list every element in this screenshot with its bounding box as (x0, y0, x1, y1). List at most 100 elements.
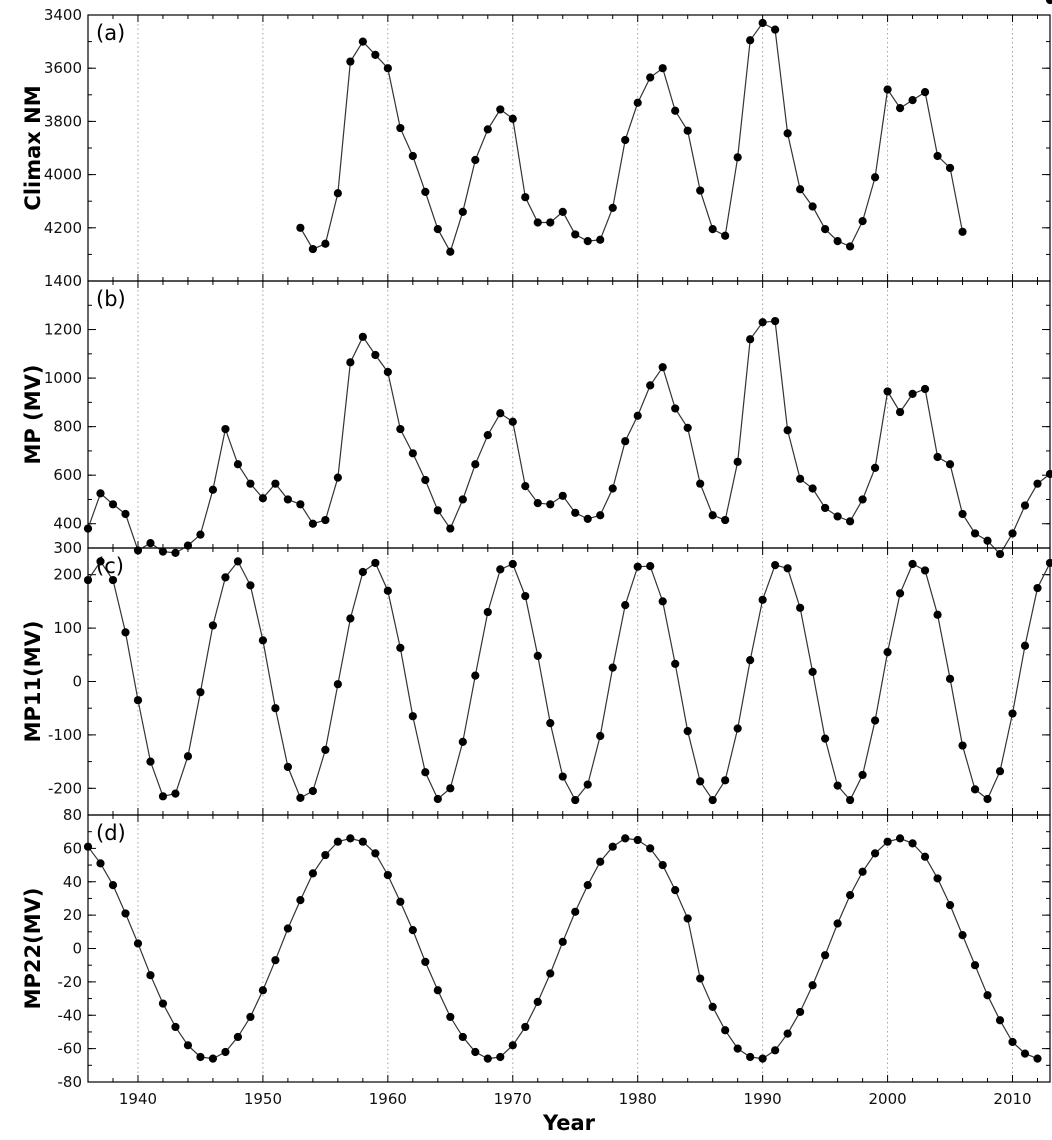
data-point (96, 489, 105, 498)
data-point (258, 986, 268, 995)
data-point (746, 656, 755, 665)
data-point (1045, 558, 1052, 568)
data-point (208, 485, 218, 494)
data-point (358, 332, 367, 341)
panel-label: (a) (96, 21, 125, 45)
data-point (221, 573, 230, 582)
data-point (771, 560, 780, 570)
data-point (521, 482, 530, 491)
data-point (433, 794, 442, 804)
data-point (358, 37, 367, 46)
data-point (233, 460, 243, 469)
y-axis-title: Climax NM (21, 85, 45, 210)
data-point (296, 793, 305, 803)
data-point (333, 680, 342, 689)
data-point (283, 495, 292, 504)
data-point (746, 1052, 755, 1062)
data-point (870, 849, 880, 858)
data-point (246, 1012, 255, 1022)
y-tick-label: 200 (53, 566, 82, 584)
data-point (171, 789, 180, 798)
data-point (621, 834, 630, 843)
data-point (433, 986, 442, 995)
data-point (920, 852, 930, 861)
plot-frame (87, 814, 1051, 1083)
data-point (920, 384, 930, 394)
data-point (945, 460, 955, 469)
data-point (721, 515, 730, 525)
data-point (846, 517, 855, 526)
data-point (583, 514, 592, 523)
data-point (508, 417, 517, 426)
data-point (883, 85, 892, 94)
data-point (721, 231, 730, 240)
data-point (283, 762, 292, 772)
data-point (421, 957, 430, 966)
x-tick-label: 1940 (119, 1090, 157, 1108)
data-point (646, 73, 655, 82)
panel-c: -200 -100 0 100 200 (c) MP11(MV) (21, 547, 1052, 816)
data-point (758, 1054, 767, 1063)
data-point (1020, 501, 1030, 510)
data-point (108, 575, 118, 585)
data-point (483, 125, 492, 134)
data-point (995, 1016, 1005, 1025)
data-point (933, 151, 942, 161)
data-point (758, 318, 767, 327)
y-tick-label: -100 (48, 726, 82, 744)
data-point (346, 358, 355, 367)
data-point (421, 768, 430, 777)
data-point (846, 891, 855, 900)
data-point (796, 474, 805, 483)
x-tick-label: 1970 (494, 1090, 532, 1108)
data-point (583, 237, 592, 246)
data-point (246, 581, 255, 590)
data-point (496, 1052, 505, 1062)
data-point (521, 591, 530, 601)
plot-frame (87, 280, 1051, 549)
y-tick-label: 1400 (44, 272, 82, 290)
data-point (633, 835, 642, 845)
y-tick-label: -20 (58, 973, 83, 991)
data-point (358, 837, 367, 846)
data-point (121, 628, 130, 637)
data-point (1008, 1037, 1017, 1047)
data-point (933, 874, 942, 883)
data-point (371, 50, 380, 60)
y-tick-label: -40 (58, 1006, 83, 1024)
x-tick-label: 1990 (744, 1090, 782, 1108)
y-tick-label: 80 (63, 806, 82, 824)
data-point (333, 189, 342, 198)
data-point (646, 562, 655, 571)
data-point (571, 230, 580, 239)
data-point (146, 757, 155, 766)
data-point (796, 1007, 805, 1017)
data-point (433, 225, 442, 234)
data-point (821, 951, 830, 960)
data-point (96, 859, 105, 868)
y-tick-label: 600 (53, 466, 82, 484)
data-point (108, 500, 118, 509)
data-point (408, 712, 417, 721)
data-point (1020, 1049, 1030, 1058)
data-point (546, 969, 555, 978)
data-point (458, 495, 467, 504)
data-point (271, 479, 280, 488)
data-point (908, 389, 917, 398)
data-point (296, 500, 305, 509)
data-point (396, 897, 405, 906)
data-point (383, 64, 392, 73)
data-point (446, 524, 455, 533)
data-point (371, 558, 380, 568)
data-point (808, 484, 817, 493)
y-axis-title: MP11(MV) (21, 621, 45, 743)
data-point (708, 795, 717, 805)
data-point (858, 770, 867, 780)
data-point (121, 509, 130, 519)
data-point (208, 1054, 218, 1063)
data-point (558, 491, 567, 500)
data-point (970, 529, 980, 538)
data-point (596, 731, 605, 741)
data-point (658, 363, 667, 372)
data-point (895, 104, 905, 113)
